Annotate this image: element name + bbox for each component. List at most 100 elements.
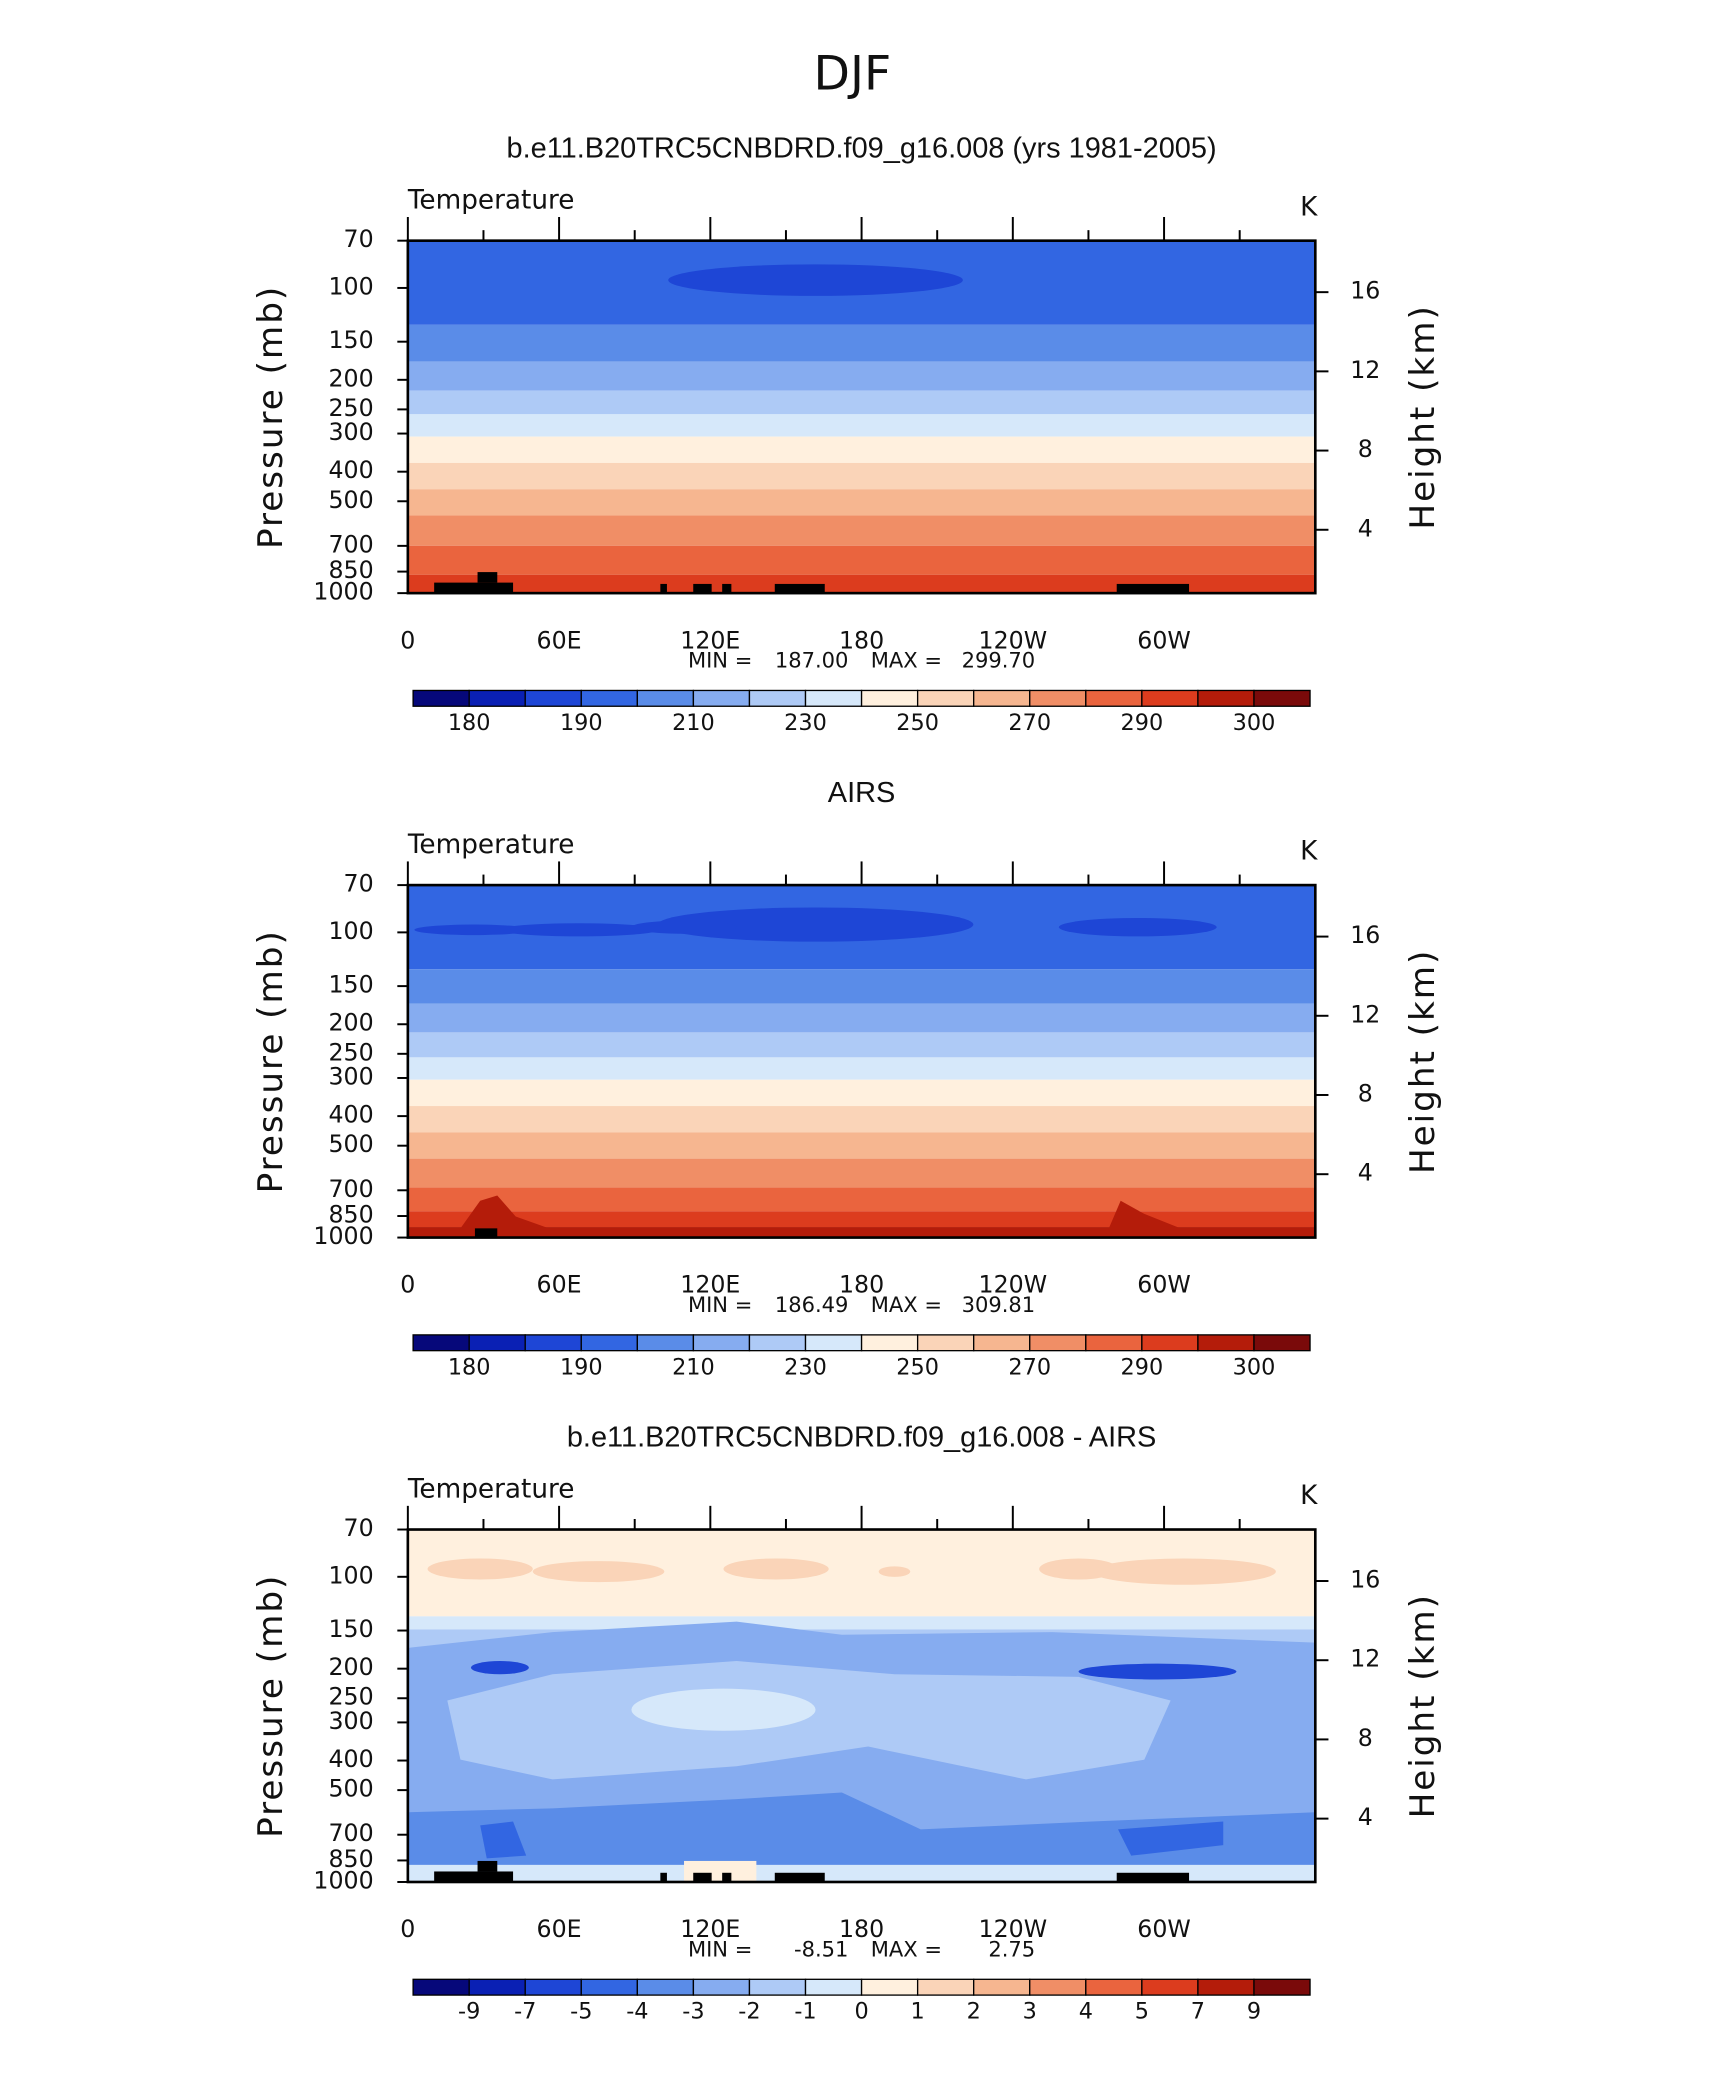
y-tick-label: 500 — [328, 486, 373, 514]
contour-band — [407, 361, 1316, 391]
contour-band — [414, 924, 533, 936]
x-tick-label: 60W — [1137, 626, 1191, 654]
colorbar-swatch — [748, 1334, 807, 1352]
contour-field — [407, 240, 1316, 594]
colorbar-label: -5 — [570, 1999, 592, 2025]
y-tick-label: 500 — [328, 1775, 373, 1803]
contour-band — [407, 574, 1316, 594]
contour-band — [774, 1872, 825, 1882]
colorbar-label: 1 — [911, 1999, 925, 2025]
colorbar-label: -7 — [514, 1999, 536, 2025]
contour-band — [407, 489, 1316, 516]
contour-field — [407, 885, 1316, 1238]
max-value: 2.75 — [988, 1936, 1035, 1961]
min-value: 187.00 — [775, 648, 849, 673]
y-tick-label: 100 — [328, 917, 373, 945]
y-axis-label: Pressure (mb) — [251, 929, 291, 1193]
colorbar-label: 7 — [1191, 1999, 1205, 2025]
y2-tick-label: 12 — [1350, 1000, 1380, 1028]
contour-band — [407, 1003, 1316, 1033]
colorbar-swatch — [412, 1334, 470, 1352]
y2-axis-label: Height (km) — [1403, 1593, 1443, 1818]
colorbar-label: 300 — [1233, 710, 1276, 736]
contour-field-shapes — [407, 885, 1316, 1238]
y-tick-label: 400 — [328, 456, 373, 484]
contour-band — [532, 1561, 665, 1583]
colorbar-swatch — [1085, 689, 1143, 707]
contour-band — [407, 545, 1316, 575]
contour-band — [774, 583, 825, 594]
panel-title: b.e11.B20TRC5CNBDRD.f09_g16.008 - AIRS — [567, 1421, 1156, 1453]
contour-band — [1104, 1200, 1184, 1238]
y-tick-label: 1000 — [313, 578, 373, 606]
y2-tick-label: 4 — [1358, 514, 1373, 542]
contour-band — [660, 583, 667, 594]
contour-band — [660, 1872, 667, 1882]
colorbar-swatch — [1141, 1334, 1199, 1352]
colorbar-label: 230 — [784, 1354, 827, 1380]
colorbar-label: 300 — [1233, 1354, 1276, 1380]
colorbar-swatch — [916, 1334, 975, 1352]
contour-band — [474, 1228, 498, 1238]
y-tick-label: 250 — [328, 1038, 373, 1066]
colorbar-swatch — [1085, 1334, 1143, 1352]
colorbar-swatch — [636, 1978, 695, 1996]
colorbar-label: 190 — [560, 710, 603, 736]
contour-band — [1116, 1872, 1190, 1882]
y-tick-label: 70 — [344, 1514, 374, 1542]
contour-band — [878, 1566, 911, 1577]
contour-band — [434, 582, 514, 594]
y-tick-label: 200 — [328, 1653, 373, 1681]
min-label: MIN = — [688, 1936, 752, 1961]
contour-field-shapes — [407, 1529, 1316, 1882]
x-tick-label: 120E — [680, 1915, 740, 1943]
colorbar-swatch — [692, 1334, 751, 1352]
contour-band — [407, 1106, 1316, 1133]
colorbar-label: 3 — [1023, 1999, 1037, 2025]
y-tick-label: 250 — [328, 1683, 373, 1711]
min-label: MIN = — [688, 1292, 752, 1317]
contour-field — [407, 1529, 1316, 1882]
colorbar-swatch — [1197, 1978, 1255, 1996]
x-tick-label: 120W — [979, 1915, 1048, 1943]
colorbar-swatch — [468, 689, 526, 707]
colorbar-swatch — [1253, 689, 1311, 707]
colorbar-label: 270 — [1008, 710, 1051, 736]
contour-band — [657, 907, 974, 942]
contour-band — [447, 1661, 1171, 1780]
colorbar-label: -9 — [458, 1999, 480, 2025]
contour-band — [407, 1211, 1316, 1228]
contour-band — [668, 264, 963, 296]
colorbar-swatch — [916, 1978, 975, 1996]
contour-band — [723, 1558, 829, 1580]
units-label: K — [1300, 837, 1318, 867]
y2-tick-label: 12 — [1350, 1645, 1380, 1673]
contour-band — [722, 1872, 732, 1882]
y-tick-label: 1000 — [313, 1866, 373, 1894]
colorbar-label: 210 — [672, 1354, 715, 1380]
min-value: -8.51 — [794, 1936, 848, 1961]
y-tick-label: 700 — [328, 1175, 373, 1203]
x-tick-label: 180 — [839, 1915, 884, 1943]
contour-band — [1091, 1558, 1276, 1585]
colorbar-swatch — [692, 1978, 751, 1996]
variable-label: Temperature — [407, 1475, 575, 1505]
contour-band — [453, 1195, 553, 1238]
colorbar-swatch — [524, 689, 582, 707]
contour-band — [1058, 917, 1217, 937]
colorbar-label: 230 — [784, 710, 827, 736]
colorbar-swatch — [1141, 689, 1199, 707]
contour-band — [693, 583, 712, 594]
contour-band — [407, 462, 1316, 490]
y-tick-label: 300 — [328, 1707, 373, 1735]
max-label: MAX = — [871, 648, 942, 673]
units-label: K — [1300, 192, 1318, 222]
y2-tick-label: 4 — [1358, 1159, 1373, 1187]
y2-tick-label: 4 — [1358, 1803, 1373, 1831]
max-label: MAX = — [871, 1936, 942, 1961]
colorbar-swatch — [580, 689, 638, 707]
y-tick-label: 1000 — [313, 1222, 373, 1250]
colorbar-swatch — [1197, 1334, 1255, 1352]
